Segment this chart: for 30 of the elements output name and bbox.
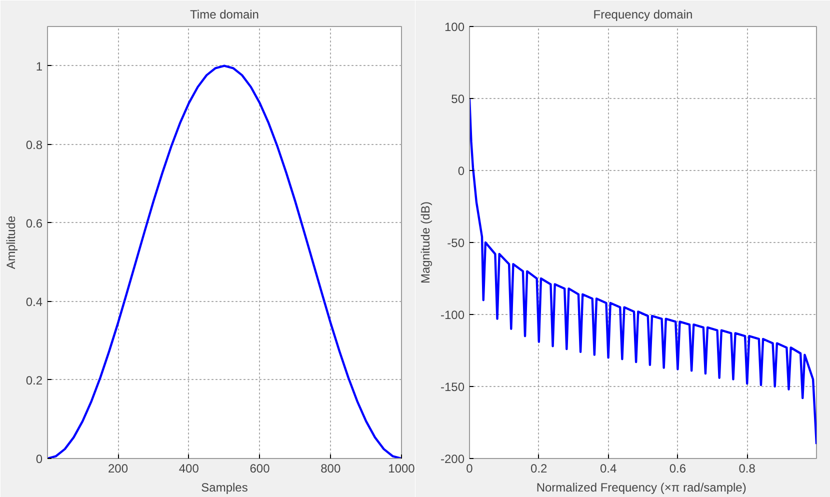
y-tick-label: -200 (440, 452, 465, 466)
x-tick-label: 0 (466, 462, 474, 476)
y-tick-label: 100 (444, 20, 465, 34)
y-tick-label: 0 (36, 452, 43, 466)
y-tick-label: 0.6 (26, 216, 43, 230)
y-tick-label: 0.2 (26, 373, 43, 388)
y-tick-label: 0.4 (26, 294, 43, 309)
x-axis-title: Samples (201, 480, 248, 494)
x-tick-label: 600 (250, 462, 270, 476)
y-tick-label: 0.8 (26, 138, 43, 152)
y-tick-label: -150 (440, 380, 465, 394)
x-tick-label: 200 (108, 462, 128, 476)
y-tick-label: 0 (458, 164, 465, 178)
y-axis-title: Amplitude (4, 215, 18, 270)
line-series (470, 97, 816, 446)
x-tick-label: 1000 (388, 462, 416, 476)
x-axis-title: Normalized Frequency (×π rad/sample) (536, 480, 746, 494)
chart-title: Time domain (190, 8, 259, 22)
x-tick-label: 800 (320, 462, 341, 476)
y-axis-title: Magnitude (dB) (418, 201, 432, 284)
x-tick-label: 0.6 (669, 462, 686, 476)
x-tick-label: 400 (178, 462, 200, 476)
y-tick-label: -100 (440, 308, 465, 322)
y-tick-label: 50 (451, 92, 465, 106)
x-tick-label: 0.8 (738, 462, 756, 476)
x-tick-label: 0.2 (530, 462, 548, 476)
y-tick-label: 1 (36, 59, 43, 74)
chart-title: Frequency domain (593, 8, 693, 22)
y-tick-label: -50 (447, 236, 465, 250)
x-tick-label: 0.4 (600, 462, 617, 476)
